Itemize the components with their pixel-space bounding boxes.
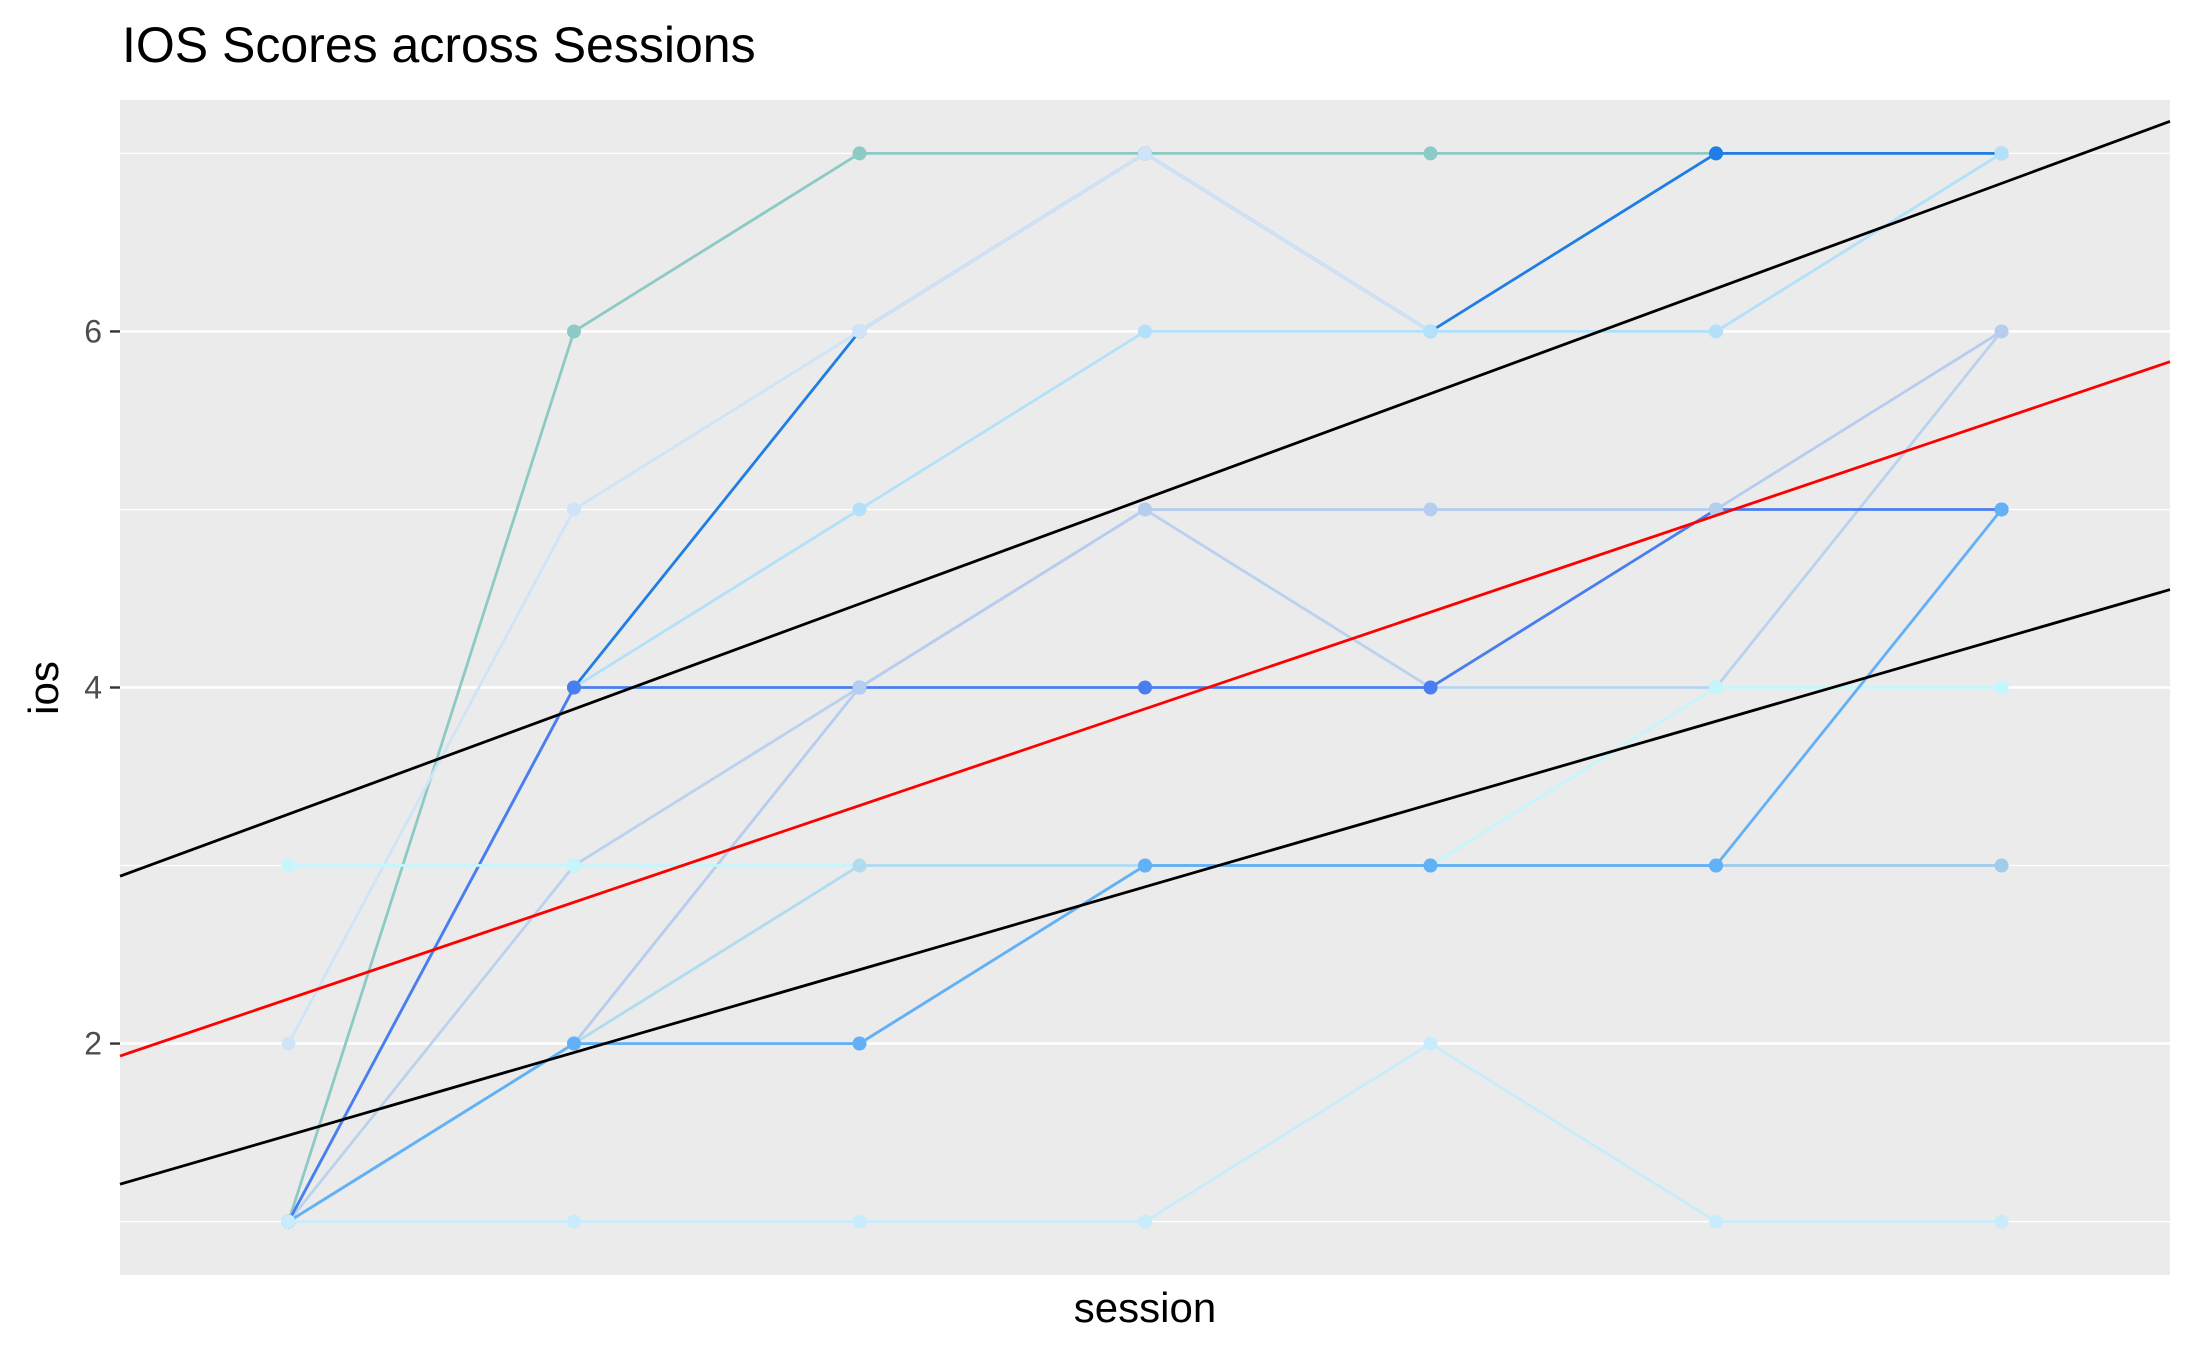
data-point [852, 680, 867, 695]
data-point [1423, 146, 1438, 161]
data-point [1994, 324, 2009, 339]
data-point [281, 1036, 296, 1051]
data-point [1709, 1214, 1724, 1229]
data-point [1994, 502, 2009, 517]
data-point [1423, 324, 1438, 339]
reference-lines [119, 120, 2171, 1186]
data-point [1423, 1036, 1438, 1051]
data-point [566, 1036, 581, 1051]
lower-line [119, 588, 2171, 1186]
data-point [1138, 146, 1152, 161]
data-point [1138, 680, 1152, 695]
data-point [566, 324, 581, 339]
chart-title: IOS Scores across Sessions [122, 17, 756, 73]
data-point [566, 680, 581, 695]
data-point [1994, 858, 2009, 873]
data-point [1994, 146, 2009, 161]
series-12 [281, 1036, 2009, 1229]
data-point [1709, 680, 1724, 695]
data-point [852, 324, 867, 339]
data-point [1709, 858, 1724, 873]
data-point [281, 1214, 296, 1229]
data-point [281, 858, 296, 873]
y-tick-label: 2 [84, 1026, 102, 1062]
data-point [852, 502, 867, 517]
data-point [1138, 1214, 1152, 1229]
y-tick-label: 6 [84, 313, 102, 349]
data-point [852, 1214, 867, 1229]
y-tick-label: 4 [84, 670, 102, 706]
data-point [566, 1214, 581, 1229]
data-point [852, 858, 867, 873]
data-point [852, 1036, 867, 1051]
regression-line [119, 360, 2171, 1058]
upper-line [119, 120, 2171, 878]
y-axis: 2 4 6 [84, 313, 120, 1062]
series-lines [281, 146, 2009, 1229]
data-point [566, 502, 581, 517]
data-point [566, 858, 581, 873]
data-point [1138, 324, 1152, 339]
data-point [1709, 146, 1724, 161]
y-axis-label: ios [20, 661, 67, 715]
data-point [852, 146, 867, 161]
data-point [1709, 324, 1724, 339]
data-point [1994, 680, 2009, 695]
data-point [1423, 680, 1438, 695]
data-point [1138, 502, 1152, 517]
x-axis-label: session [1074, 1284, 1216, 1331]
data-point [1994, 1214, 2009, 1229]
data-point [1423, 858, 1438, 873]
data-point [1138, 858, 1152, 873]
data-point [1423, 502, 1438, 517]
